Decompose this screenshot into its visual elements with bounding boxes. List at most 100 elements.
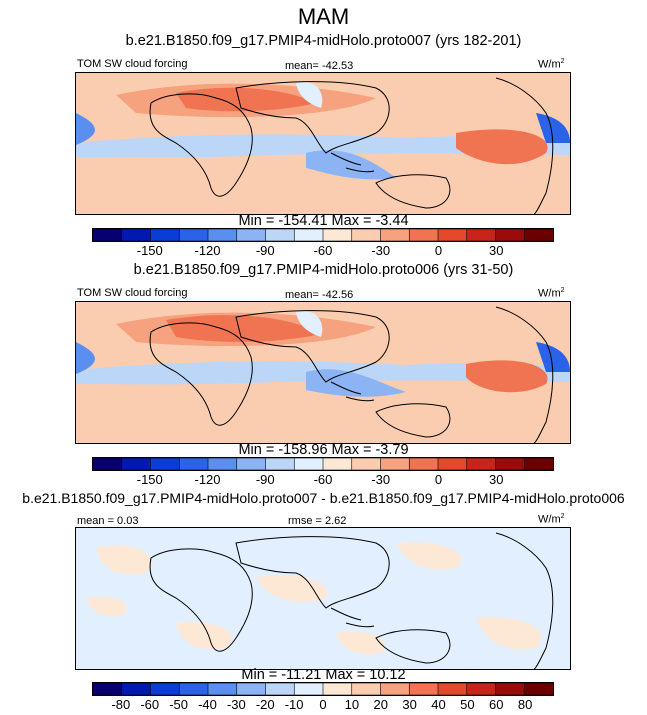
- panel-3-rmse-label: rmse = 2.62: [288, 515, 347, 527]
- panel-1-colorbar-ticks: -150 -120 -90 -60 -30 0 30: [0, 243, 647, 259]
- colorbar-tick-label: -50: [169, 697, 189, 712]
- colorbar-tick-label: -60: [313, 243, 333, 258]
- panel-1-variable-label: TOM SW cloud forcing: [77, 58, 188, 70]
- colorbar-swatch: [408, 458, 439, 470]
- colorbar-swatch: [437, 683, 468, 695]
- colorbar-tick-label: -40: [198, 697, 217, 712]
- panel-2-colorbar-ticks: -150 -120 -90 -60 -30 0 30: [0, 472, 647, 488]
- panel-2-minmax: Min = -158.96 Max = -3.79: [238, 442, 409, 458]
- colorbar-tick-label: 0: [319, 697, 327, 712]
- colorbar-tick-label: -120: [194, 243, 221, 258]
- panel-1-colorbar: [92, 228, 554, 242]
- colorbar-swatch: [495, 229, 525, 241]
- colorbar-tick-label: -10: [284, 697, 304, 712]
- colorbar-swatch: [351, 683, 382, 695]
- colorbar-tick-label: -90: [255, 243, 275, 258]
- colorbar-swatch: [380, 683, 410, 695]
- colorbar-swatch: [408, 683, 439, 695]
- panel-2-case-title: b.e21.B1850.f09_g17.PMIP4-midHolo.proto0…: [133, 262, 514, 278]
- colorbar-tick-label: 30: [489, 472, 504, 487]
- colorbar-swatch: [523, 683, 553, 695]
- colorbar-swatch: [207, 458, 238, 470]
- panel-2-map: [75, 301, 571, 444]
- colorbar-swatch: [150, 229, 180, 241]
- colorbar-swatch: [495, 458, 525, 470]
- colorbar-swatch: [236, 683, 267, 695]
- colorbar-tick-label: -80: [111, 697, 131, 712]
- colorbar-swatch: [293, 229, 324, 241]
- colorbar-swatch: [351, 229, 382, 241]
- panel-1-case-title: b.e21.B1850.f09_g17.PMIP4-midHolo.proto0…: [125, 33, 522, 49]
- colorbar-swatch: [437, 458, 468, 470]
- colorbar-swatch: [93, 683, 123, 695]
- colorbar-tick-label: -150: [136, 472, 163, 487]
- colorbar-swatch: [121, 683, 152, 695]
- colorbar-swatch: [293, 458, 324, 470]
- colorbar-swatch: [380, 458, 410, 470]
- colorbar-tick-label: 50: [460, 697, 475, 712]
- panel-2-variable-label: TOM SW cloud forcing: [77, 287, 188, 299]
- colorbar-tick-label: -30: [371, 243, 391, 258]
- colorbar-swatch: [178, 683, 209, 695]
- colorbar-tick-label: -150: [136, 243, 163, 258]
- colorbar-swatch: [265, 458, 295, 470]
- panel-1-minmax: Min = -154.41 Max = -3.44: [238, 213, 409, 229]
- colorbar-swatch: [121, 229, 152, 241]
- panel-3-colorbar-ticks: -80 -60 -50 -40 -30 -20 -10 0 10 20 30 40 50 60 80: [0, 697, 647, 713]
- colorbar-tick-label: 80: [517, 697, 533, 712]
- panel-3-map: [75, 527, 571, 670]
- colorbar-swatch: [466, 683, 497, 695]
- panel-1-mean-label: mean= -42.53: [285, 60, 354, 72]
- colorbar-swatch: [351, 458, 382, 470]
- colorbar-tick-label: 20: [373, 697, 388, 712]
- colorbar-swatch: [93, 458, 123, 470]
- figure-title: MAM: [297, 4, 350, 29]
- colorbar-tick-label: 30: [489, 243, 504, 258]
- colorbar-swatch: [495, 683, 525, 695]
- colorbar-tick-label: 0: [434, 243, 443, 258]
- panel-3-case-title: b.e21.B1850.f09_g17.PMIP4-midHolo.proto0…: [22, 490, 625, 506]
- panel-3-colorbar: [92, 682, 554, 696]
- colorbar-swatch: [150, 458, 180, 470]
- colorbar-swatch: [380, 229, 410, 241]
- colorbar-swatch: [178, 458, 209, 470]
- colorbar-swatch: [150, 683, 180, 695]
- colorbar-tick-label: 0: [434, 472, 443, 487]
- colorbar-swatch: [523, 229, 553, 241]
- colorbar-swatch: [121, 458, 152, 470]
- colorbar-swatch: [523, 458, 553, 470]
- colorbar-swatch: [265, 229, 295, 241]
- panel-3-units: W/m2: [538, 513, 565, 526]
- colorbar-swatch: [322, 458, 353, 470]
- colorbar-swatch: [207, 683, 238, 695]
- panel-2-units: W/m2: [538, 287, 565, 300]
- panel-3-minmax: Min = -11.21 Max = 10.12: [241, 667, 406, 683]
- panel-1-map: [75, 72, 571, 215]
- colorbar-tick-label: 30: [402, 697, 417, 712]
- colorbar-swatch: [437, 229, 468, 241]
- panel-2-mean-label: mean= -42.56: [285, 289, 354, 301]
- colorbar-swatch: [408, 229, 439, 241]
- colorbar-tick-label: 10: [344, 697, 360, 712]
- colorbar-swatch: [93, 229, 123, 241]
- colorbar-swatch: [466, 458, 497, 470]
- colorbar-tick-label: -90: [255, 472, 275, 487]
- colorbar-swatch: [322, 683, 353, 695]
- colorbar-swatch: [265, 683, 295, 695]
- colorbar-tick-label: -30: [226, 697, 246, 712]
- colorbar-swatch: [293, 683, 324, 695]
- colorbar-swatch: [236, 229, 267, 241]
- panel-2-colorbar: [92, 457, 554, 471]
- colorbar-tick-label: -120: [194, 472, 221, 487]
- colorbar-tick-label: -30: [371, 472, 391, 487]
- colorbar-tick-label: 60: [489, 697, 504, 712]
- colorbar-tick-label: -20: [255, 697, 275, 712]
- colorbar-swatch: [236, 458, 267, 470]
- colorbar-swatch: [466, 229, 497, 241]
- colorbar-tick-label: -60: [140, 697, 160, 712]
- colorbar-tick-label: 40: [431, 697, 446, 712]
- colorbar-swatch: [178, 229, 209, 241]
- panel-1-units: W/m2: [538, 58, 565, 71]
- colorbar-swatch: [322, 229, 353, 241]
- panel-3-mean-label: mean = 0.03: [77, 515, 139, 527]
